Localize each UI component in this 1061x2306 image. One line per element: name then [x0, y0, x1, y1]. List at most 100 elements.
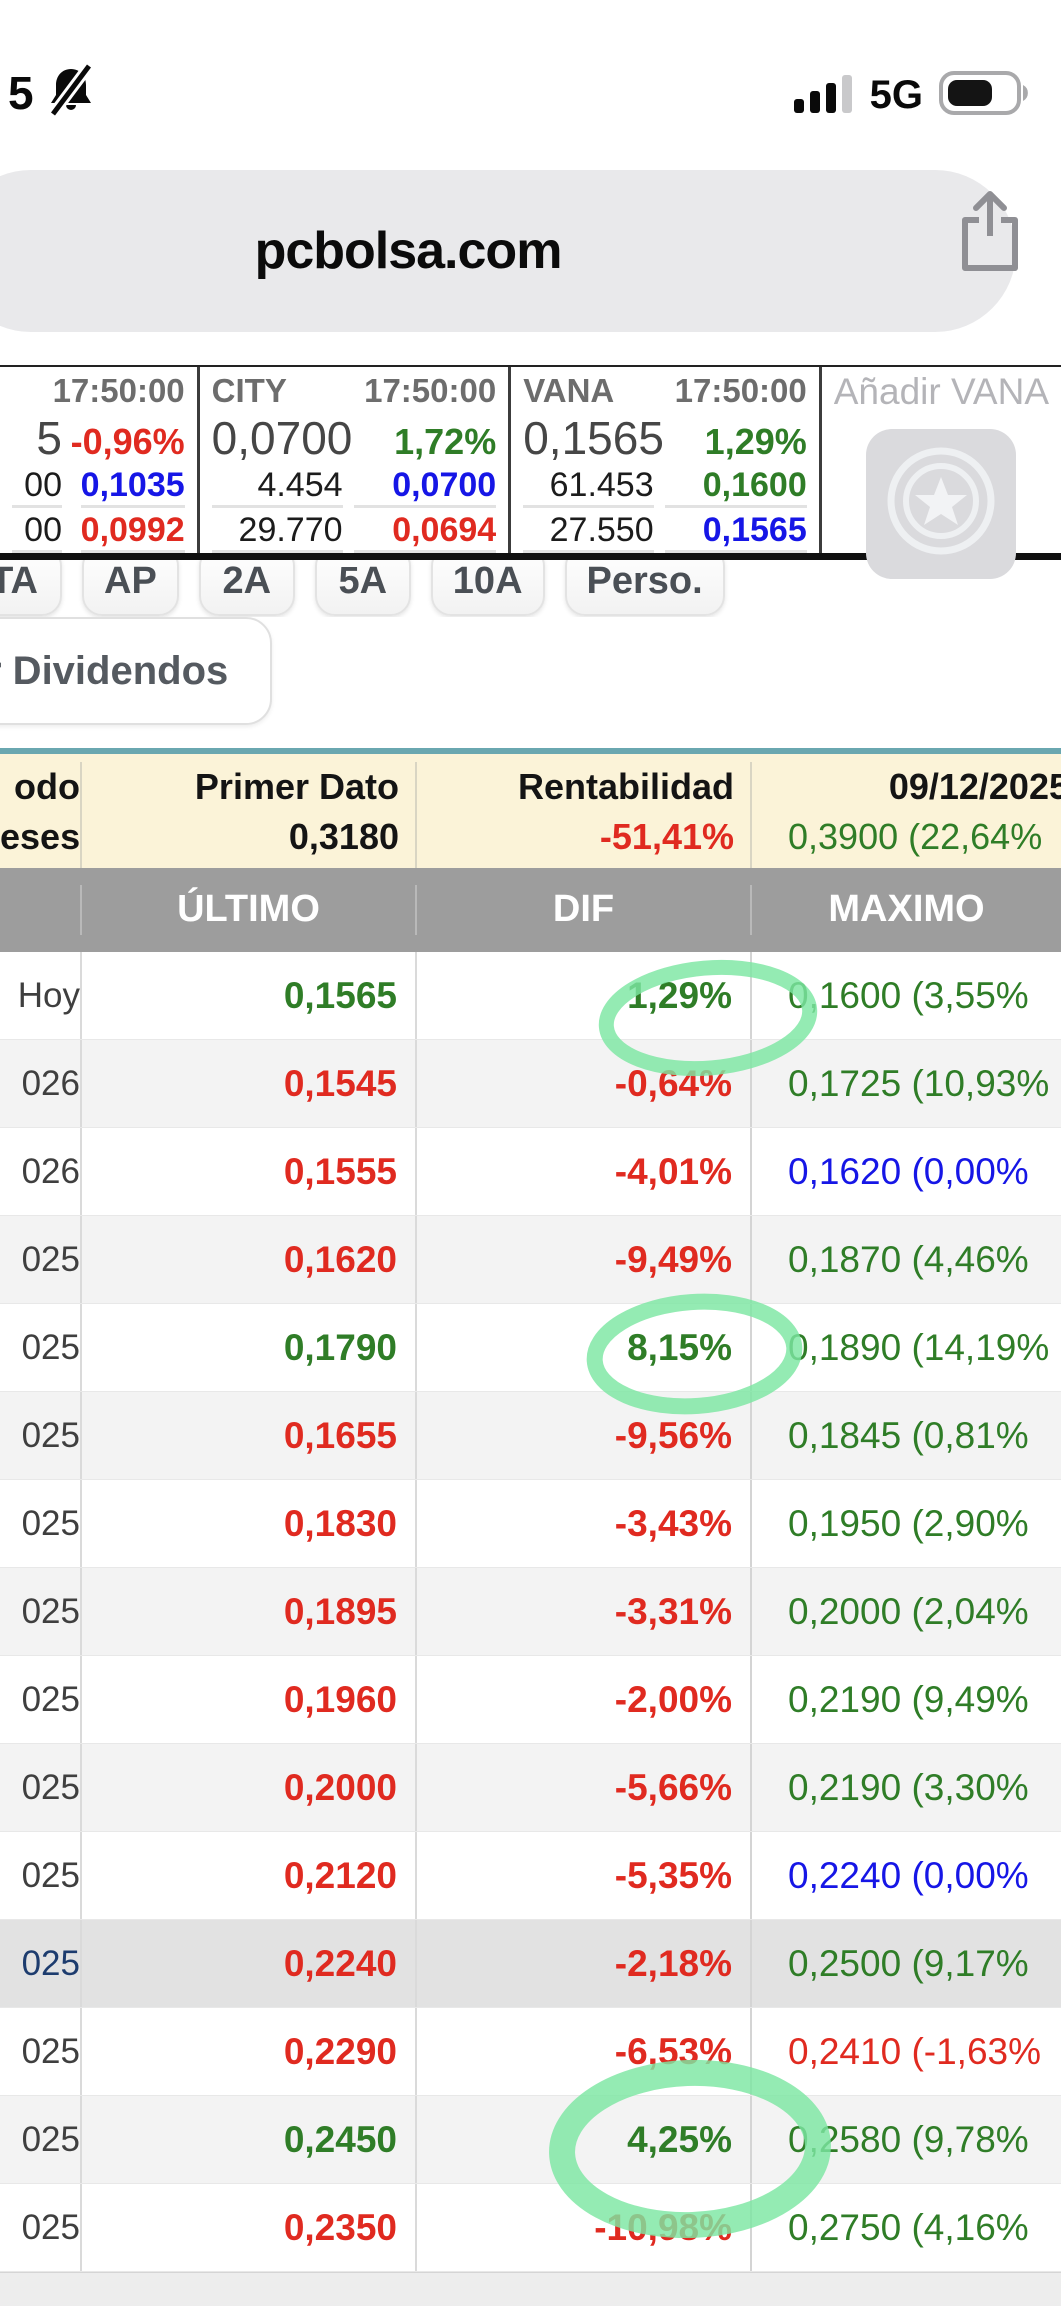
star-badge-icon[interactable] [866, 429, 1017, 579]
status-bar: 5 5G [0, 0, 1061, 150]
bell-slash-icon [44, 62, 98, 122]
period-tab-5a[interactable]: 5A [314, 560, 411, 616]
cell-period: 025 [21, 2207, 80, 2247]
ticker-panel[interactable]: 17:50:00 5 -0,96% 00 0,1035 00 0,0992 [0, 367, 197, 553]
primer-dato-value: 0,3180 [288, 816, 399, 857]
cell-dif: -2,00% [415, 1656, 750, 1743]
cell-period: 025 [21, 1239, 80, 1279]
cell-ultimo: 0,1555 [80, 1128, 415, 1215]
ticker-row: 29.770 0,0694 [211, 510, 497, 555]
cell-maximo: 0,1725 (10,93% [750, 1040, 1061, 1127]
share-icon[interactable] [955, 188, 1025, 274]
ticker-value-right: 0,0992 [80, 510, 185, 553]
summary-rentabilidad-cell: Rentabilidad -51,41% [415, 762, 750, 868]
url-text: pcbolsa.com [254, 222, 563, 280]
cell-maximo: 0,2000 (2,04% [750, 1568, 1061, 1655]
ticker-value-left: 0,1565 [523, 412, 664, 464]
cell-maximo: 0,1870 (4,46% [750, 1216, 1061, 1303]
summary-date: 09/12/2025 [888, 766, 1061, 807]
summary-period-cell: odo eses [0, 766, 81, 857]
price-table-body: Hoy 0,1565 1,29% 0,1600 (3,55% 026 0,1545 -0,6… [0, 952, 1061, 2272]
cell-ultimo: 0,2350 [80, 2184, 415, 2271]
ticker-value-right: 0,0694 [353, 510, 497, 553]
cell-dif: -0,64% [415, 1040, 750, 1127]
period-tabs-row: TA AP 2A 5A 10A Perso. [0, 560, 1061, 617]
period-tab-10a[interactable]: 10A [430, 560, 545, 616]
address-bar[interactable]: pcbolsa.com [0, 170, 1016, 332]
table-row[interactable]: 025 0,1620 -9,49% 0,1870 (4,46% [0, 1216, 1061, 1304]
table-row[interactable]: 025 0,2450 4,25% 0,2580 (9,78% [0, 2096, 1061, 2184]
period-tab-2a[interactable]: 2A [198, 560, 295, 616]
period-tab-perso[interactable]: Perso. [564, 560, 725, 616]
cell-period: 025 [21, 1591, 80, 1631]
cell-period: 025 [21, 1415, 80, 1455]
cell-dif: -9,56% [415, 1392, 750, 1479]
cell-period: 025 [21, 1767, 80, 1807]
ticker-panel-city[interactable]: CITY 17:50:00 0,0700 1,72% 4.454 0,0700 29.770… [196, 367, 509, 555]
table-row[interactable]: 025 0,2120 -5,35% 0,2240 (0,00% [0, 1832, 1061, 1920]
period-tab-ta[interactable]: TA [0, 560, 62, 616]
cell-maximo: 0,1600 (3,55% [750, 952, 1061, 1039]
cell-maximo: 0,2190 (9,49% [750, 1656, 1061, 1743]
cell-period: 025 [21, 2119, 80, 2159]
ticker-panel-vana[interactable]: VANA 17:50:00 0,1565 1,29% 61.453 0,1600 27.55… [508, 367, 819, 553]
cell-dif: 4,25% [415, 2096, 750, 2183]
dividends-button[interactable]: r Dividendos [0, 617, 273, 725]
cell-period: 025 [21, 1855, 80, 1895]
cell-dif: -2,18% [415, 1920, 750, 2007]
cell-ultimo: 0,1895 [80, 1568, 415, 1655]
cell-dif: -9,49% [415, 1216, 750, 1303]
cell-maximo: 0,1950 (2,90% [750, 1480, 1061, 1567]
status-time: 5 [8, 66, 34, 119]
table-row[interactable]: 025 0,1830 -3,43% 0,1950 (2,90% [0, 1480, 1061, 1568]
col-header-dif: DIF [415, 884, 750, 936]
cell-maximo: 0,2240 (0,00% [750, 1832, 1061, 1919]
cell-maximo: 0,2580 (9,78% [750, 2096, 1061, 2183]
partial-next-row [0, 2272, 1061, 2306]
ticker-value-left: 00 [12, 510, 62, 553]
cell-ultimo: 0,1960 [80, 1656, 415, 1743]
ticker-value-right: 1,72% [394, 421, 497, 462]
table-row[interactable]: 025 0,2000 -5,66% 0,2190 (3,30% [0, 1744, 1061, 1832]
cell-ultimo: 0,2290 [80, 2008, 415, 2095]
ticker-row: 0,1565 1,29% [523, 413, 807, 465]
cell-ultimo: 0,1565 [80, 952, 415, 1039]
status-left: 5 [8, 62, 98, 122]
rentabilidad-value: -51,41% [599, 816, 734, 857]
ticker-row: 0,0700 1,72% [212, 413, 497, 465]
table-row[interactable]: Hoy 0,1565 1,29% 0,1600 (3,55% [0, 952, 1061, 1040]
ticker-row: 27.550 0,1565 [523, 510, 807, 555]
cell-maximo: 0,1845 (0,81% [750, 1392, 1061, 1479]
ticker-value-left: 61.453 [523, 465, 654, 508]
teal-divider [0, 748, 1061, 754]
cell-maximo: 0,1620 (0,00% [750, 1128, 1061, 1215]
ticker-row: 00 0,1035 [12, 465, 185, 510]
table-row[interactable]: 026 0,1555 -4,01% 0,1620 (0,00% [0, 1128, 1061, 1216]
table-row[interactable]: 025 0,1895 -3,31% 0,2000 (2,04% [0, 1568, 1061, 1656]
cell-maximo: 0,2190 (3,30% [750, 1744, 1061, 1831]
ticker-value-right: 0,1600 [664, 465, 807, 508]
table-row[interactable]: 025 0,2290 -6,53% 0,2410 (-1,63% [0, 2008, 1061, 2096]
table-row[interactable]: 025 0,1960 -2,00% 0,2190 (9,49% [0, 1656, 1061, 1744]
table-row[interactable]: 026 0,1545 -0,64% 0,1725 (10,93% [0, 1040, 1061, 1128]
quote-ticker-strip: 17:50:00 5 -0,96% 00 0,1035 00 0,0992 CITY 17:50… [0, 365, 1061, 579]
battery-icon [939, 69, 1035, 122]
cell-dif: -5,66% [415, 1744, 750, 1831]
ticker-value-left: 27.550 [523, 510, 654, 553]
ticker-value-left: 4.454 [211, 465, 343, 508]
ticker-value-left: 5 [36, 412, 62, 464]
rentabilidad-label: Rentabilidad [517, 766, 734, 807]
table-row[interactable]: 025 0,1790 8,15% 0,1890 (14,19% [0, 1304, 1061, 1392]
table-row[interactable]: 025 0,2350 -10,98% 0,2750 (4,16% [0, 2184, 1061, 2272]
table-row[interactable]: 025 0,1655 -9,56% 0,1845 (0,81% [0, 1392, 1061, 1480]
cell-dif: -10,98% [415, 2184, 750, 2271]
summary-primer-dato-cell: Primer Dato 0,3180 [80, 762, 415, 868]
cell-dif: 1,29% [415, 952, 750, 1039]
network-type-label: 5G [869, 73, 923, 117]
cell-ultimo: 0,1655 [80, 1392, 415, 1479]
period-tab-ap[interactable]: AP [82, 560, 179, 616]
cell-dif: 8,15% [415, 1304, 750, 1391]
summary-date-cell: 09/12/2025 0,3900 (22,64% [750, 762, 1061, 868]
table-column-header: ÚLTIMO DIF MAXIMO [0, 868, 1061, 952]
table-row-selected[interactable]: 025 0,2240 -2,18% 0,2500 (9,17% [0, 1920, 1061, 2008]
